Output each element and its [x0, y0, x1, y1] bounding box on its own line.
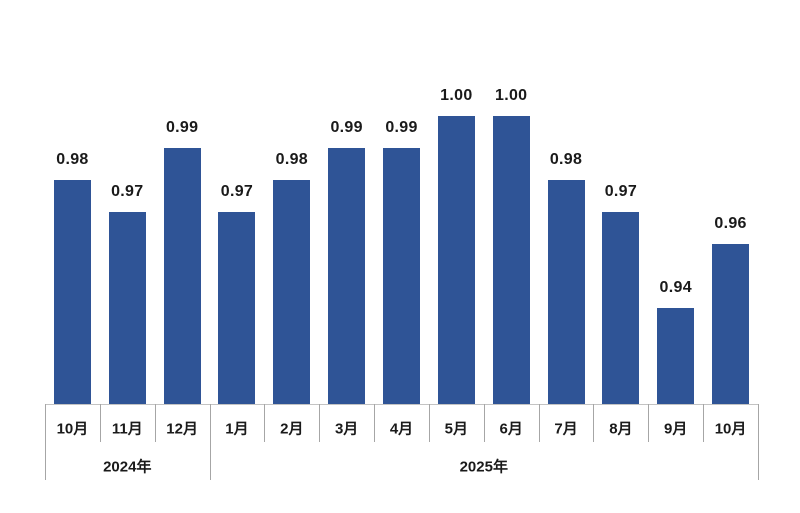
month-tick	[429, 404, 430, 442]
x-axis-month-label: 5月	[444, 420, 469, 438]
year-divider-tick	[758, 404, 759, 480]
value-label: 0.96	[714, 215, 747, 232]
bar-8月-10	[602, 212, 640, 404]
month-tick	[155, 404, 156, 442]
value-label: 0.97	[220, 183, 254, 200]
month-tick	[374, 404, 375, 442]
month-tick	[703, 404, 704, 442]
x-axis-month-label: 11月	[111, 420, 143, 438]
value-label: 0.99	[385, 119, 418, 136]
month-tick	[264, 404, 265, 442]
value-label: 0.98	[56, 151, 89, 168]
value-label: 0.98	[549, 151, 583, 168]
value-label: 1.00	[440, 87, 473, 104]
x-axis-month-label: 9月	[664, 420, 688, 438]
month-tick	[484, 404, 485, 442]
bar-12月-2	[163, 148, 201, 404]
bar-5月-7	[437, 116, 475, 404]
value-label: 0.99	[165, 119, 199, 136]
month-tick	[319, 404, 320, 442]
x-axis-year-label: 2024年	[103, 458, 152, 476]
x-axis-line	[45, 404, 758, 405]
month-tick	[539, 404, 540, 442]
x-axis-month-label: 2月	[280, 420, 304, 438]
bar-9月-11	[657, 308, 695, 404]
x-axis-month-label: 3月	[334, 420, 359, 438]
bar-10月-12	[712, 244, 750, 404]
bar-1月-3	[218, 212, 256, 404]
x-axis-month-label: 1月	[225, 420, 249, 438]
value-label: 0.94	[659, 279, 692, 296]
value-label: 0.97	[111, 183, 144, 200]
x-axis-month-label: 6月	[499, 420, 523, 438]
bar-11月-1	[108, 212, 146, 404]
bar-6月-8	[492, 116, 530, 404]
value-label: 0.97	[604, 183, 638, 200]
bar-10月-0	[53, 180, 91, 404]
year-divider-tick	[210, 404, 211, 480]
month-tick	[100, 404, 101, 442]
bar-4月-6	[383, 148, 420, 404]
value-label: 0.98	[275, 151, 308, 168]
bar-7月-9	[547, 180, 585, 404]
bar-3月-5	[328, 148, 366, 404]
x-axis-year-label: 2025年	[459, 458, 508, 476]
x-axis-month-label: 12月	[166, 420, 198, 438]
month-tick	[648, 404, 649, 442]
month-tick	[593, 404, 594, 442]
year-divider-tick	[45, 404, 46, 480]
bar-2月-4	[273, 180, 311, 404]
value-label: 0.99	[330, 119, 363, 136]
x-axis-month-label: 10月	[56, 420, 89, 438]
value-label: 1.00	[495, 87, 528, 104]
x-axis-month-label: 7月	[554, 420, 578, 438]
x-axis-month-label: 4月	[389, 420, 414, 438]
x-axis-month-label: 10月	[714, 420, 747, 438]
x-axis-month-label: 8月	[609, 420, 633, 438]
